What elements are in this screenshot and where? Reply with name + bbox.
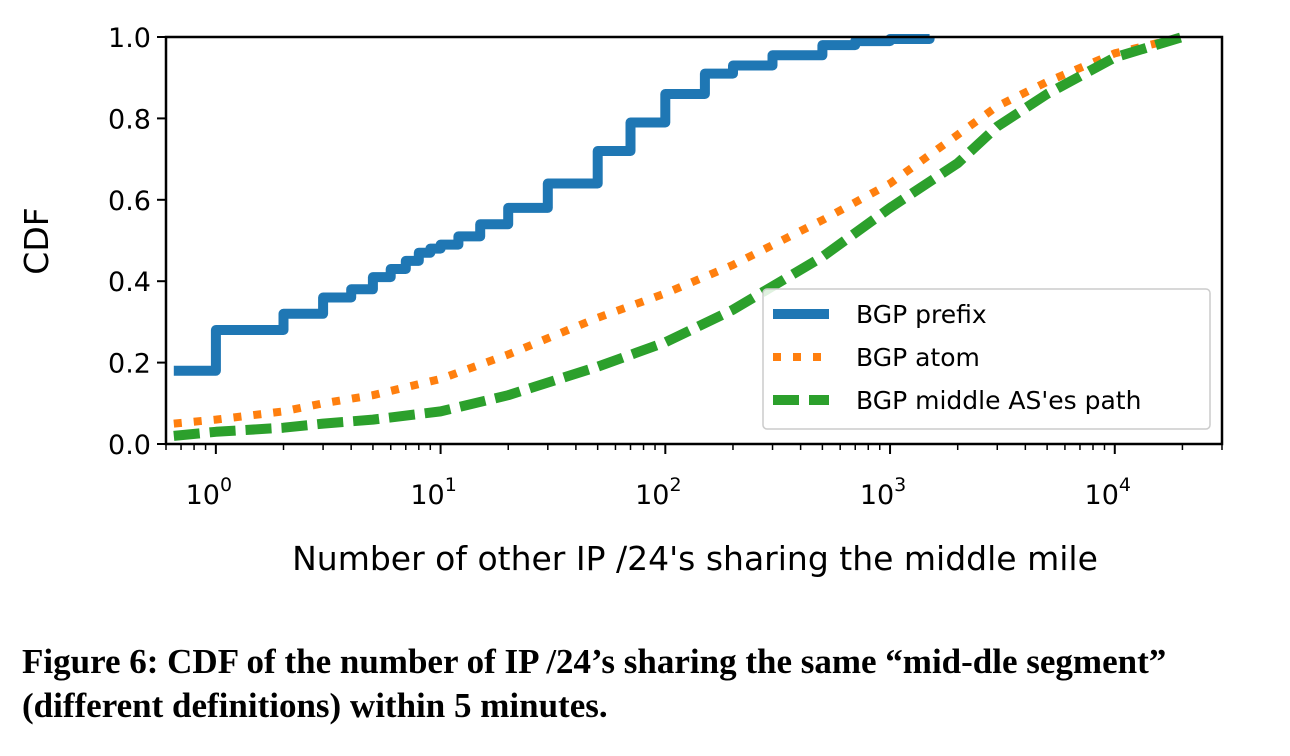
cdf-chart: 0.0 0.2 0.4 0.6 0.8 1.0 100 101 102 103 104 Number… xyxy=(17,23,1224,578)
axes: 0.0 0.2 0.4 0.6 0.8 1.0 100 101 102 103 104 xyxy=(108,23,1224,511)
legend: BGP prefix BGP atom BGP middle AS'es path xyxy=(762,288,1211,430)
y-tick-label-4: 0.8 xyxy=(108,104,151,135)
x-tick-label-0: 100 xyxy=(186,474,232,511)
x-tick-label-1: 101 xyxy=(410,474,456,511)
legend-label-2: BGP middle AS'es path xyxy=(856,386,1141,415)
x-tick-label-2: 102 xyxy=(635,474,681,511)
y-tick-label-0: 0.0 xyxy=(108,430,151,461)
figure-caption: Figure 6: CDF of the number of IP /24’s … xyxy=(22,642,1167,725)
y-tick-label-2: 0.4 xyxy=(108,267,151,298)
y-tick-label-5: 1.0 xyxy=(108,23,151,54)
legend-label-0: BGP prefix xyxy=(856,300,987,329)
y-tick-label-1: 0.2 xyxy=(108,349,151,380)
legend-label-1: BGP atom xyxy=(856,343,980,372)
legend-box xyxy=(762,288,1211,430)
series-line-2 xyxy=(173,32,1184,441)
x-tick-label-4: 104 xyxy=(1085,474,1131,511)
y-axis-label: CDF xyxy=(17,207,56,274)
plot-area xyxy=(173,32,1184,441)
y-tick-label-3: 0.6 xyxy=(108,186,151,217)
x-axis-label: Number of other IP /24's sharing the mid… xyxy=(292,539,1098,578)
axes-frame xyxy=(164,35,1224,446)
x-tick-label-3: 103 xyxy=(860,474,906,511)
series-line-0 xyxy=(173,34,935,376)
